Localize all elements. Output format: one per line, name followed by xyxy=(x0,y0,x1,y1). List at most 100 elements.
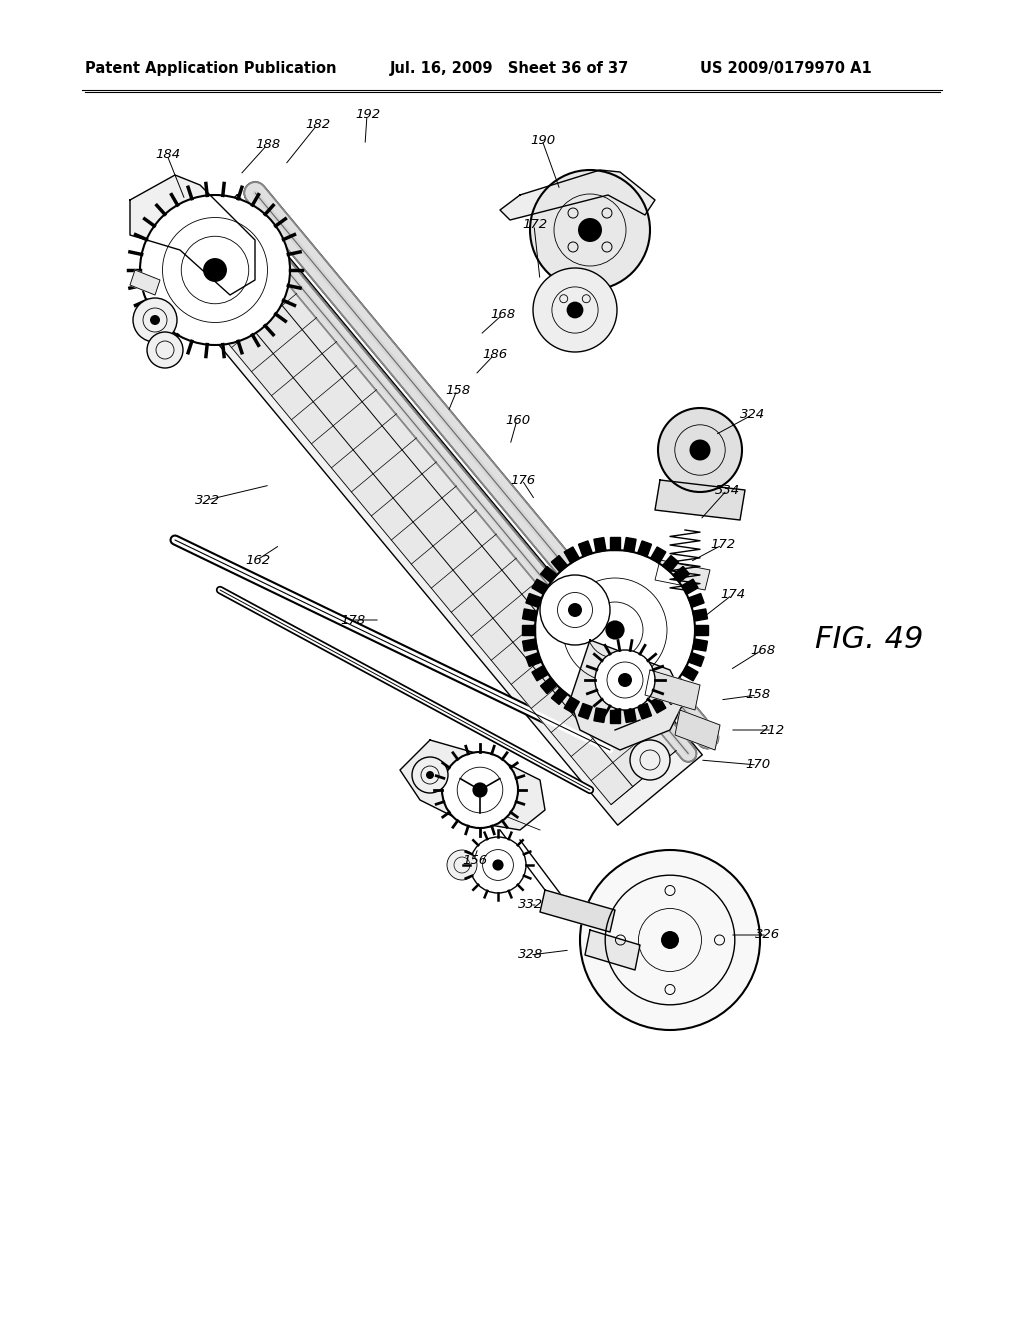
Polygon shape xyxy=(500,170,655,220)
Circle shape xyxy=(133,298,177,342)
Text: 172: 172 xyxy=(710,539,735,552)
Circle shape xyxy=(580,850,760,1030)
Polygon shape xyxy=(663,556,679,572)
Polygon shape xyxy=(172,215,683,805)
Polygon shape xyxy=(663,688,679,705)
Circle shape xyxy=(568,603,582,616)
Polygon shape xyxy=(579,541,592,557)
Text: 168: 168 xyxy=(750,644,775,656)
Polygon shape xyxy=(522,609,537,620)
Text: Patent Application Publication: Patent Application Publication xyxy=(85,61,337,75)
Polygon shape xyxy=(688,594,705,607)
Polygon shape xyxy=(638,704,651,719)
Polygon shape xyxy=(526,594,542,607)
Text: 332: 332 xyxy=(518,899,543,912)
Circle shape xyxy=(442,752,518,828)
Text: 170: 170 xyxy=(745,759,770,771)
Polygon shape xyxy=(673,677,689,693)
Circle shape xyxy=(493,859,504,871)
Circle shape xyxy=(605,620,625,640)
Text: 322: 322 xyxy=(195,494,220,507)
Polygon shape xyxy=(541,677,557,693)
Polygon shape xyxy=(400,741,545,830)
Polygon shape xyxy=(526,652,542,667)
Polygon shape xyxy=(564,546,580,564)
Text: 176: 176 xyxy=(510,474,536,487)
Polygon shape xyxy=(693,639,708,651)
Circle shape xyxy=(566,301,584,318)
Polygon shape xyxy=(540,890,615,932)
Circle shape xyxy=(535,550,695,710)
Text: 324: 324 xyxy=(740,408,765,421)
Polygon shape xyxy=(688,652,705,667)
Text: 212: 212 xyxy=(760,723,785,737)
Circle shape xyxy=(472,783,487,797)
Polygon shape xyxy=(610,537,620,550)
Circle shape xyxy=(578,218,602,242)
Circle shape xyxy=(447,850,477,880)
Circle shape xyxy=(662,931,679,949)
Circle shape xyxy=(689,440,711,461)
Circle shape xyxy=(658,408,742,492)
Circle shape xyxy=(618,673,632,686)
Text: 188: 188 xyxy=(255,139,281,152)
Polygon shape xyxy=(655,480,745,520)
Text: Jul. 16, 2009   Sheet 36 of 37: Jul. 16, 2009 Sheet 36 of 37 xyxy=(390,61,630,75)
Polygon shape xyxy=(682,579,698,594)
Polygon shape xyxy=(531,579,548,594)
Circle shape xyxy=(412,756,449,793)
Text: 186: 186 xyxy=(482,348,507,362)
Polygon shape xyxy=(695,624,708,635)
Polygon shape xyxy=(624,537,636,552)
Polygon shape xyxy=(541,566,557,582)
Text: 158: 158 xyxy=(445,384,470,396)
Text: 190: 190 xyxy=(530,133,555,147)
Circle shape xyxy=(630,741,670,780)
Polygon shape xyxy=(564,697,580,713)
Polygon shape xyxy=(673,566,689,582)
Polygon shape xyxy=(585,931,640,970)
Polygon shape xyxy=(570,640,685,750)
Text: 192: 192 xyxy=(355,108,380,121)
Text: 172: 172 xyxy=(522,219,547,231)
Polygon shape xyxy=(682,665,698,681)
Polygon shape xyxy=(693,609,708,620)
Text: FIG. 49: FIG. 49 xyxy=(815,626,924,655)
Text: 334: 334 xyxy=(715,483,740,496)
Polygon shape xyxy=(645,671,700,710)
Text: 156: 156 xyxy=(462,854,487,866)
Polygon shape xyxy=(655,560,710,590)
Text: US 2009/0179970 A1: US 2009/0179970 A1 xyxy=(700,61,871,75)
Polygon shape xyxy=(594,708,606,722)
Polygon shape xyxy=(610,710,620,723)
Polygon shape xyxy=(579,704,592,719)
Polygon shape xyxy=(624,708,636,722)
Circle shape xyxy=(147,333,183,368)
Circle shape xyxy=(140,195,290,345)
Text: 178: 178 xyxy=(340,614,366,627)
Polygon shape xyxy=(675,710,720,750)
Text: 182: 182 xyxy=(305,119,330,132)
Polygon shape xyxy=(522,639,537,651)
Polygon shape xyxy=(551,688,567,705)
Text: 168: 168 xyxy=(490,309,515,322)
Text: 326: 326 xyxy=(755,928,780,941)
Polygon shape xyxy=(130,176,255,294)
Text: 158: 158 xyxy=(745,689,770,701)
Polygon shape xyxy=(531,665,548,681)
Text: 184: 184 xyxy=(155,149,180,161)
Text: 328: 328 xyxy=(518,949,543,961)
Polygon shape xyxy=(522,624,535,635)
Polygon shape xyxy=(130,271,160,294)
Circle shape xyxy=(426,771,434,779)
Circle shape xyxy=(595,649,655,710)
Text: 160: 160 xyxy=(505,413,530,426)
Circle shape xyxy=(470,837,526,894)
Circle shape xyxy=(540,576,610,645)
Circle shape xyxy=(204,259,226,281)
Polygon shape xyxy=(551,556,567,572)
Circle shape xyxy=(530,170,650,290)
Circle shape xyxy=(150,315,160,325)
Polygon shape xyxy=(594,537,606,552)
Polygon shape xyxy=(650,546,666,564)
